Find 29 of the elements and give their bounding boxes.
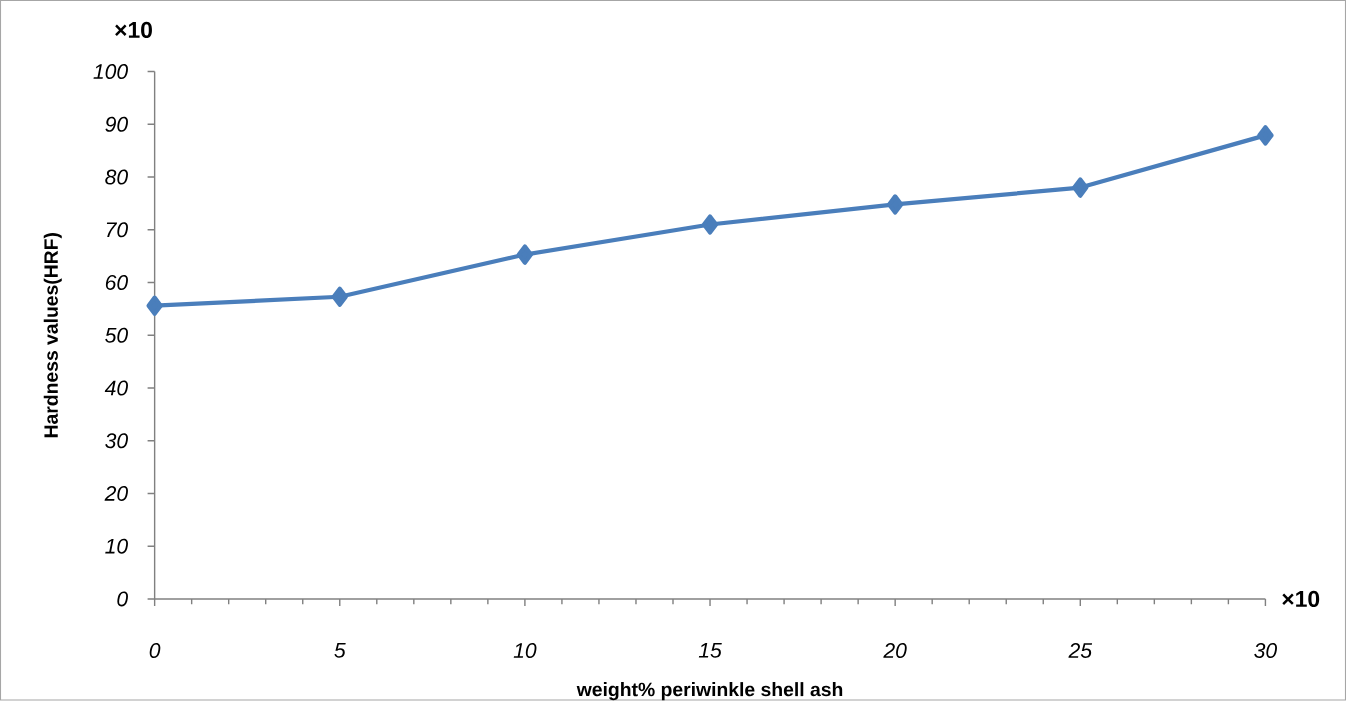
x-tick-label: 25 <box>1068 643 1093 658</box>
x-tick-label: 30 <box>1254 643 1277 658</box>
x-tick-label: 20 <box>883 643 907 658</box>
y-tick-label: 30 <box>105 433 128 449</box>
y-tick-label: 20 <box>104 486 128 501</box>
point <box>1072 177 1089 198</box>
point <box>1257 125 1274 146</box>
x-axis-title: weight% periwinkle shell ash <box>576 682 843 701</box>
y-tick-label: 100 <box>93 64 128 80</box>
point <box>886 194 904 215</box>
y-tick-label: 0 <box>117 591 128 607</box>
y-tick-label: 60 <box>105 275 128 291</box>
x-tick-label: 15 <box>698 643 722 658</box>
point <box>516 244 534 265</box>
text: ×10 <box>1282 590 1320 608</box>
y-tick-label: 70 <box>106 222 128 238</box>
y-tick-label: 80 <box>105 169 128 185</box>
x-tick-label: 0 <box>149 643 161 658</box>
point <box>331 286 348 307</box>
y-tick-label: 50 <box>105 327 128 343</box>
text: ×10 <box>115 21 152 39</box>
y-axis-title: Hardness values(HRF) <box>43 233 62 438</box>
y-tick-label: 10 <box>105 538 128 554</box>
point <box>146 295 163 316</box>
y-tick-label: 40 <box>104 380 128 396</box>
point <box>701 214 719 235</box>
x-tick-label: 5 <box>334 643 346 658</box>
x-tick-label: 10 <box>513 643 537 658</box>
y-tick-label: 90 <box>105 116 128 132</box>
